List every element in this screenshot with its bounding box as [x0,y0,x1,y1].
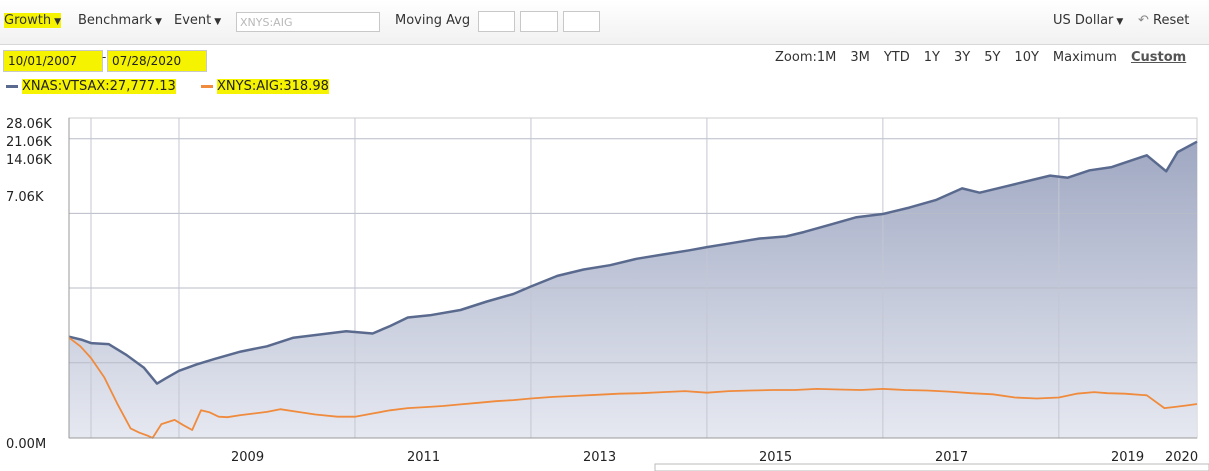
compare-symbol-input[interactable]: XNYS:AIG [236,12,380,32]
x-tick-label: 2017 [935,450,969,465]
zoom-3m[interactable]: 3M [850,50,870,65]
date-separator: - [102,50,107,64]
x-tick-label: 2019 [1111,450,1145,465]
chevron-down-icon: ▼ [155,17,162,27]
moving-avg-input-3[interactable] [563,11,600,32]
x-tick-label: 2015 [759,450,793,465]
legend-label-aig: XNYS:AIG:318.98 [217,79,329,94]
legend-swatch-vtsax [6,85,18,88]
series-line-xnys-aig [68,336,1198,439]
chevron-down-icon: ▼ [54,17,61,27]
zoom-5y[interactable]: 5Y [984,50,1001,65]
x-tick-label: 2020 [1165,450,1199,465]
zoom-1m[interactable]: 1M [816,50,837,65]
zoom-1y[interactable]: 1Y [923,50,940,65]
start-date-value: 10/01/2007 [8,54,78,68]
reset-button[interactable]: ↶ Reset [1138,13,1189,28]
zoom-ytd[interactable]: YTD [883,50,910,65]
currency-menu[interactable]: US Dollar ▼ [1053,13,1123,28]
chart-toolbar: Growth ▼ Benchmark ▼ Event ▼ XNYS:AIG Movin… [0,0,1209,45]
chevron-down-icon: ▼ [214,17,222,27]
series-area-xnas-vtsax [69,141,1197,438]
currency-label: US Dollar [1053,13,1114,28]
reset-icon: ↶ [1138,13,1149,28]
compare-symbol-placeholder: XNYS:AIG [240,16,293,29]
legend-item-aig: XNYS:AIG:318.98 [201,79,329,94]
zoom-custom[interactable]: Custom [1130,50,1187,65]
legend-item-vtsax: XNAS:VTSAX:27,777.13 [6,79,176,94]
y-tick-label: 0.00M [6,437,47,452]
benchmark-label: Benchmark [78,13,153,28]
y-tick-label: 28.06K [6,117,52,132]
navigator-strip [654,463,1209,471]
x-tick-label: 2009 [231,450,265,465]
growth-label: Growth [4,13,52,28]
reset-label: Reset [1153,13,1190,28]
chevron-down-icon: ▼ [1116,17,1124,27]
legend-swatch-aig [201,85,213,88]
end-date-value: 07/28/2020 [112,54,182,68]
series-line-xnas-vtsax [68,140,1198,385]
zoom-10y[interactable]: 10Y [1014,50,1039,65]
event-menu[interactable]: Event ▼ [174,13,221,28]
y-tick-label: 14.06K [6,153,52,168]
moving-avg-input-1[interactable] [478,11,515,32]
zoom-controls: Zoom:1M 3M YTD 1Y 3Y 5Y 10Y Maximum Custom [775,50,1186,65]
benchmark-menu[interactable]: Benchmark ▼ [78,13,162,28]
event-label: Event [174,13,212,28]
growth-menu[interactable]: Growth ▼ [4,13,61,28]
zoom-maximum[interactable]: Maximum [1052,50,1117,65]
y-tick-label: 7.06K [6,190,44,205]
legend-label-vtsax: XNAS:VTSAX:27,777.13 [22,79,176,94]
start-date-input[interactable]: 10/01/2007 [3,50,103,72]
zoom-3y[interactable]: 3Y [953,50,971,65]
moving-avg-label: Moving Avg [395,13,471,28]
x-tick-label: 2011 [407,450,441,465]
y-tick-label: 21.06K [6,135,52,150]
end-date-input[interactable]: 07/28/2020 [107,50,207,72]
x-tick-label: 2013 [583,450,617,465]
zoom-label: Zoom: [775,50,817,65]
moving-avg-input-2[interactable] [520,11,558,32]
